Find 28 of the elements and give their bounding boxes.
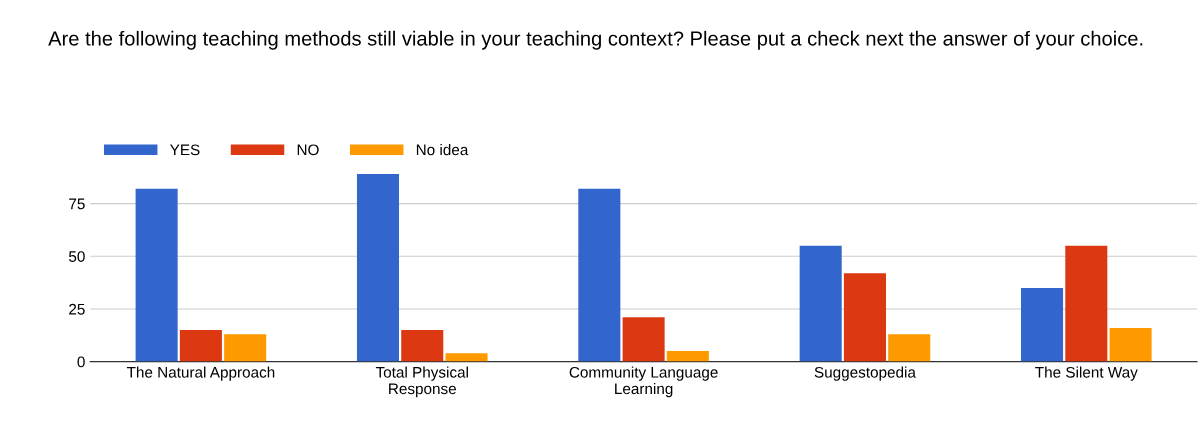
x-tick-label: The Silent Way — [1035, 366, 1138, 381]
bar — [622, 317, 665, 362]
bar — [135, 188, 178, 362]
x-tick-label: Suggestopedia — [814, 366, 916, 381]
bar — [888, 334, 931, 362]
bar — [578, 188, 621, 362]
legend-label: NO — [297, 144, 319, 156]
bar — [1109, 327, 1152, 362]
y-tick-label: 0 — [77, 356, 85, 368]
x-tick-label: Total Physical Response — [375, 366, 468, 398]
bar — [1065, 245, 1108, 362]
x-tick-label: The Natural Approach — [126, 366, 275, 381]
bar — [401, 330, 444, 362]
bar — [799, 245, 842, 362]
chart-title: Are the following teaching methods still viable in your teaching context? Please put a check next the answer of your choice. — [48, 30, 1143, 50]
bar — [445, 353, 488, 362]
bar — [224, 334, 267, 362]
y-tick-label: 25 — [69, 303, 85, 315]
bar — [1021, 287, 1064, 362]
legend-label: No idea — [416, 144, 469, 156]
bar — [179, 330, 222, 362]
bar — [356, 174, 400, 362]
y-tick-label: 50 — [68, 251, 85, 262]
bar — [666, 351, 709, 362]
y-tick-label: 75 — [69, 198, 85, 210]
x-tick-label: Community Language Learning — [569, 366, 718, 398]
legend-label: YES — [170, 144, 200, 156]
bar — [843, 273, 886, 362]
